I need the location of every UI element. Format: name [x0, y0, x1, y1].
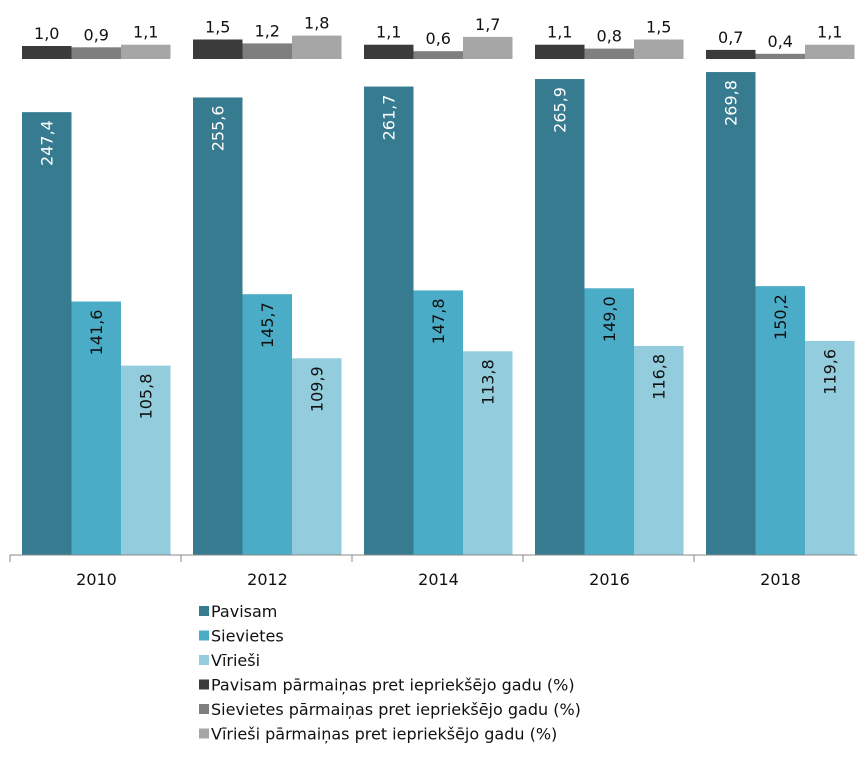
- data-label: 1,5: [205, 18, 230, 37]
- bar: [121, 44, 171, 59]
- data-label: 105,8: [137, 374, 156, 420]
- bar: [71, 47, 121, 59]
- data-label: 1,2: [255, 21, 280, 40]
- legend-label: Sievietes: [211, 627, 284, 646]
- bar: [463, 36, 513, 59]
- legend-label: Pavisam: [211, 602, 277, 621]
- x-tick-label: 2014: [418, 570, 459, 589]
- bar: [292, 358, 342, 555]
- bar: [121, 365, 171, 555]
- bar: [463, 351, 513, 555]
- data-label: 113,8: [479, 359, 498, 405]
- legend-swatch: [199, 679, 209, 690]
- data-label: 1,1: [376, 23, 401, 42]
- bar: [364, 44, 414, 59]
- bar: [584, 288, 634, 555]
- data-label: 0,8: [597, 27, 622, 46]
- data-label: 1,1: [547, 23, 572, 42]
- data-label: 261,7: [380, 95, 399, 141]
- data-label: 247,4: [38, 120, 57, 166]
- data-label: 0,6: [426, 29, 451, 48]
- bar: [634, 39, 684, 59]
- data-label: 269,8: [722, 80, 741, 126]
- data-label: 1,7: [475, 15, 500, 34]
- bar: [706, 49, 756, 59]
- bar: [242, 294, 292, 555]
- data-label: 0,9: [84, 25, 109, 44]
- data-label: 0,4: [768, 32, 793, 51]
- data-label: 141,6: [87, 310, 106, 356]
- bar: [706, 72, 756, 556]
- x-tick-label: 2016: [589, 570, 630, 589]
- legend-swatch: [199, 606, 209, 616]
- bar: [364, 86, 414, 555]
- data-label: 265,9: [551, 87, 570, 133]
- data-label: 116,8: [650, 354, 669, 400]
- x-tick-label: 2018: [760, 570, 801, 589]
- bar: [805, 44, 855, 59]
- bar: [71, 301, 121, 555]
- data-label: 119,6: [821, 349, 840, 395]
- x-tick-label: 2012: [247, 570, 288, 589]
- bar: [22, 46, 72, 59]
- legend-swatch: [199, 704, 209, 714]
- data-label: 149,0: [600, 296, 619, 342]
- x-tick-label: 2010: [76, 570, 117, 589]
- bar: [535, 44, 585, 59]
- data-label: 1,5: [646, 18, 671, 37]
- bar: [584, 48, 634, 59]
- data-label: 1,1: [133, 23, 158, 42]
- data-label: 109,9: [308, 366, 327, 412]
- bar: [242, 43, 292, 59]
- data-label: 0,7: [718, 28, 743, 47]
- data-label: 1,0: [34, 24, 59, 43]
- legend-swatch: [199, 630, 209, 641]
- bar: [755, 286, 805, 555]
- legend-label: Sievietes pārmaiņas pret iepriekšējo gad…: [211, 700, 581, 719]
- data-label: 145,7: [258, 302, 277, 348]
- legend-label: Pavisam pārmaiņas pret iepriekšējo gadu …: [211, 676, 575, 695]
- bar: [634, 345, 684, 555]
- bar: [292, 35, 342, 59]
- data-label: 150,2: [771, 294, 790, 340]
- bar: [193, 39, 243, 59]
- legend-label: Vīrieši: [211, 651, 260, 670]
- data-label: 255,6: [209, 105, 228, 151]
- bar: [805, 340, 855, 555]
- data-label: 1,1: [817, 23, 842, 42]
- legend-swatch: [199, 655, 209, 665]
- bar: [755, 53, 805, 59]
- legend-swatch: [199, 728, 209, 739]
- bar: [193, 97, 243, 555]
- bar: [413, 290, 463, 555]
- bar: [22, 112, 72, 556]
- data-label: 1,8: [304, 14, 329, 33]
- data-label: 147,8: [429, 298, 448, 344]
- bar: [535, 79, 585, 555]
- legend-label: Vīrieši pārmaiņas pret iepriekšējo gadu …: [211, 725, 557, 744]
- bar: [413, 51, 463, 59]
